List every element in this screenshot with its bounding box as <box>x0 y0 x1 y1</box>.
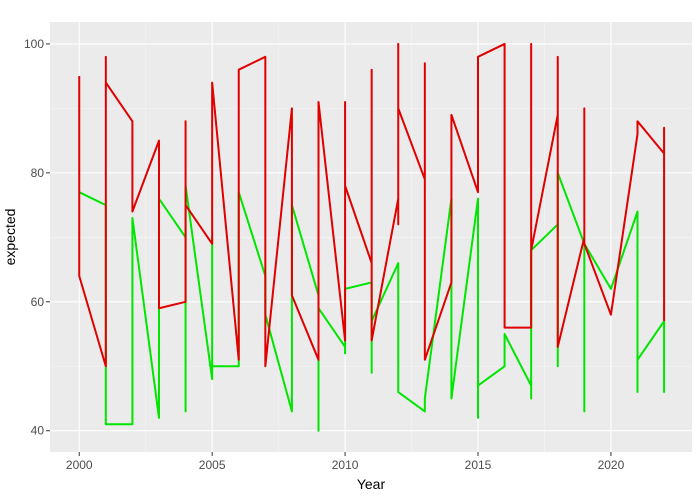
x-tick-label: 2005 <box>199 458 226 472</box>
y-axis-title: expected <box>2 209 18 266</box>
x-tick-label: 2020 <box>598 458 625 472</box>
x-axis-title: Year <box>357 476 386 492</box>
y-tick-label: 40 <box>31 424 45 438</box>
series-line <box>78 42 666 368</box>
x-tick-label: 2010 <box>332 458 359 472</box>
x-tick-label: 2015 <box>465 458 492 472</box>
y-tick-label: 100 <box>24 37 44 51</box>
y-tick-label: 80 <box>31 166 45 180</box>
y-tick-label: 60 <box>31 295 45 309</box>
marks <box>78 42 666 432</box>
x-tick-label: 2000 <box>66 458 93 472</box>
